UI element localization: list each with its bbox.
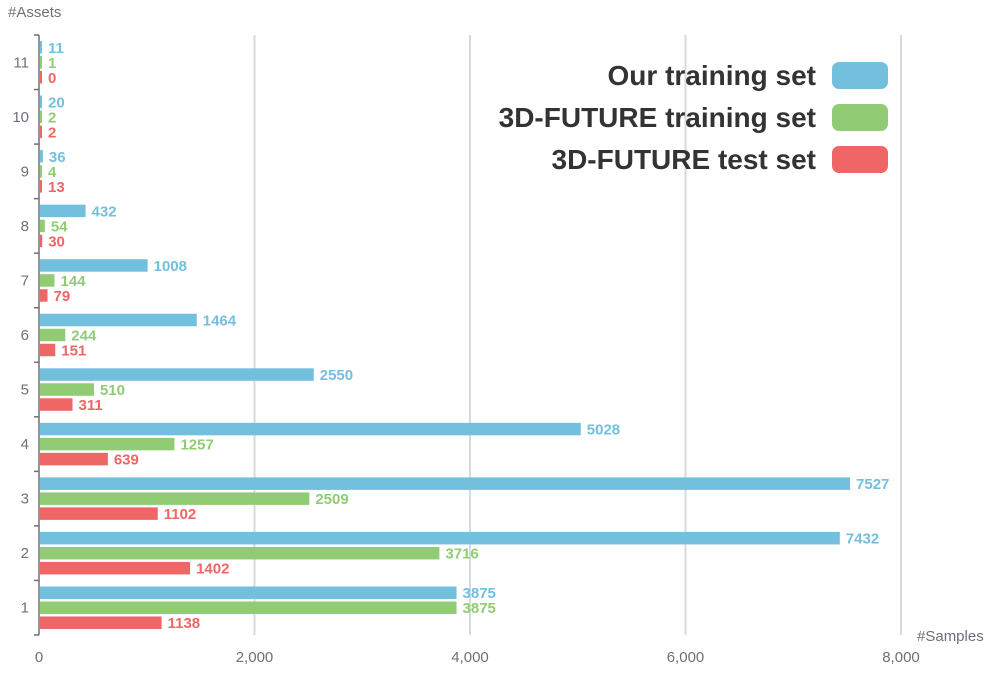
data-label: 54: [51, 218, 68, 235]
y-tick-label: 6: [21, 327, 29, 344]
bar: [40, 437, 175, 451]
y-tick-label: 1: [21, 600, 29, 617]
data-label: 144: [61, 273, 87, 290]
x-tick-label: 0: [35, 649, 43, 666]
data-label: 13: [48, 179, 65, 196]
data-label: 1138: [168, 615, 201, 632]
x-tick-label: 4,000: [451, 649, 489, 666]
bar: [40, 561, 191, 575]
legend-swatch: [832, 104, 888, 131]
data-label: 2: [48, 124, 56, 141]
data-label: 1: [48, 55, 56, 72]
bar: [40, 586, 457, 599]
legend: Our training set 3D-FUTURE training set 3D…: [499, 60, 888, 175]
bar: [40, 125, 42, 139]
data-label: 1257: [180, 437, 213, 454]
data-label: 3716: [445, 546, 478, 563]
data-label: 20: [48, 94, 65, 111]
bar: [40, 546, 440, 560]
data-label: 1402: [196, 561, 229, 578]
data-label: 3875: [463, 585, 496, 602]
y-tick-label: 11: [13, 54, 29, 71]
bar: [40, 71, 42, 84]
bar: [40, 289, 48, 302]
bar: [40, 41, 42, 54]
data-label: 510: [100, 382, 125, 399]
x-tick-label: 8,000: [882, 649, 920, 666]
x-tick-label: 6,000: [667, 649, 705, 666]
bar: [40, 601, 457, 614]
data-label: 11: [48, 40, 64, 57]
y-tick-label: 8: [21, 218, 29, 235]
legend-swatch: [832, 62, 888, 89]
bar: [40, 259, 148, 272]
bar: [40, 422, 581, 436]
data-label: 7432: [846, 531, 879, 548]
data-label: 1008: [154, 258, 187, 275]
data-label: 36: [49, 149, 66, 166]
y-tick-label: 7: [21, 272, 29, 289]
bar: [40, 110, 42, 124]
data-label: 30: [48, 233, 65, 250]
legend-label: 3D-FUTURE training set: [499, 102, 816, 133]
y-tick-label: 9: [21, 163, 29, 180]
y-tick-label: 4: [21, 436, 29, 453]
bar: [40, 165, 42, 178]
y-tick-label: 5: [21, 382, 29, 399]
data-label: 2550: [320, 367, 353, 384]
bar: [40, 616, 162, 629]
bar: [40, 150, 43, 163]
legend-label: Our training set: [608, 60, 816, 91]
bar: [40, 313, 197, 327]
bar: [40, 492, 310, 505]
bar: [40, 398, 73, 411]
bar: [40, 56, 42, 69]
data-label: 2: [48, 109, 56, 126]
x-tick-label: 2,000: [236, 649, 274, 666]
data-labels: 3875387511387432371614027527250911025028…: [48, 40, 889, 632]
data-label: 2509: [315, 491, 348, 508]
data-label: 151: [61, 343, 86, 360]
bar: [40, 531, 840, 545]
data-label: 4: [48, 164, 57, 181]
data-label: 311: [79, 397, 103, 414]
legend-label: 3D-FUTURE test set: [552, 144, 816, 175]
bar: [40, 219, 45, 233]
bar: [40, 95, 42, 109]
legend-swatch: [832, 146, 888, 173]
bar: [40, 234, 43, 248]
bars: [40, 41, 851, 629]
data-label: 5028: [587, 422, 620, 439]
data-label: 79: [54, 288, 71, 305]
bar: [40, 274, 55, 287]
data-label: 432: [92, 203, 117, 220]
data-label: 3875: [463, 600, 496, 617]
y-tick-label: 2: [21, 545, 29, 562]
data-label: 639: [114, 452, 139, 469]
bar: [40, 507, 158, 520]
x-axis-title: #Samples: [917, 628, 984, 645]
bar: [40, 368, 314, 381]
y-tick-label: 3: [21, 491, 29, 508]
y-tick-label: 10: [12, 109, 29, 126]
data-label: 0: [48, 70, 56, 87]
data-label: 244: [71, 328, 97, 345]
data-label: 7527: [856, 476, 889, 493]
bar: [40, 204, 86, 218]
data-label: 1464: [203, 313, 237, 330]
bar: [40, 383, 94, 396]
bar: [40, 343, 56, 357]
bar: [40, 180, 42, 193]
data-label: 1102: [164, 506, 197, 523]
bar: [40, 477, 851, 490]
y-axis-title: #Assets: [8, 4, 61, 21]
bar: [40, 452, 108, 466]
bar: [40, 328, 66, 342]
